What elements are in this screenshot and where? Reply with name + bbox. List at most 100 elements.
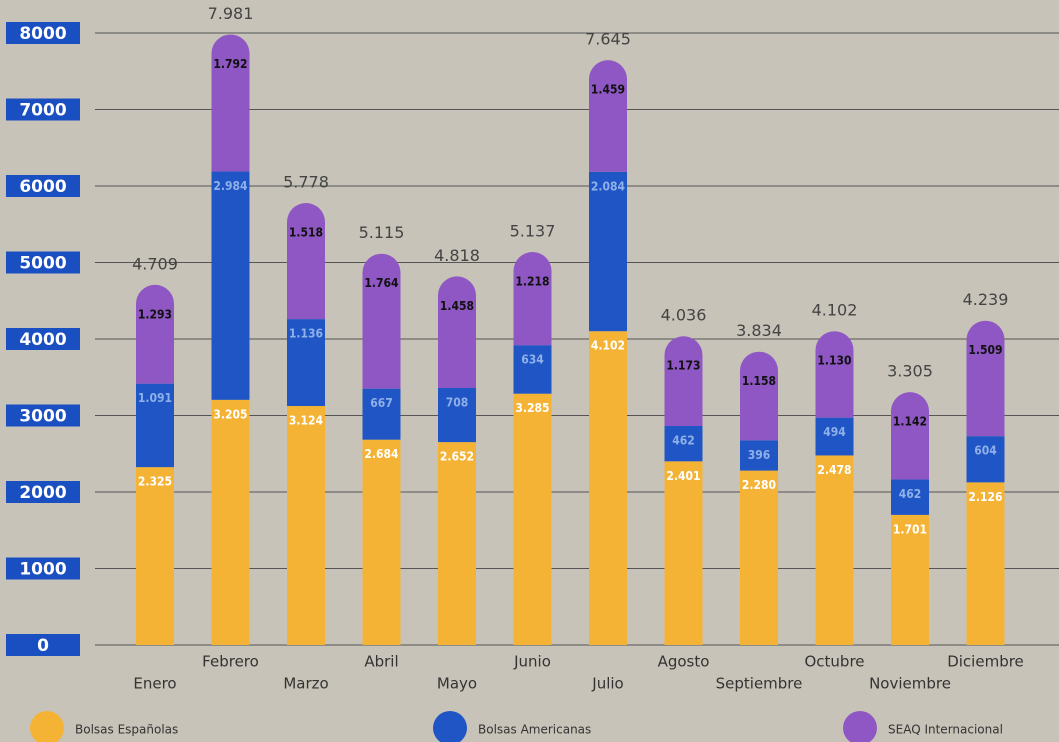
segment-label: 1.518 xyxy=(289,225,323,239)
segment-label: 1.764 xyxy=(364,276,399,290)
total-label: 5.115 xyxy=(359,223,405,242)
bar-segment xyxy=(589,331,627,645)
tick-box xyxy=(6,634,80,656)
y-tick-label: 7000 xyxy=(19,101,66,121)
tick-box xyxy=(6,175,80,197)
legend-label: Bolsas Americanas xyxy=(478,723,591,737)
segment-label: 462 xyxy=(899,487,922,501)
segment-label: 1.701 xyxy=(893,522,927,536)
total-label: 4.036 xyxy=(661,306,707,325)
bar-segment xyxy=(589,171,627,332)
bar-segment xyxy=(891,514,929,645)
bar-segment xyxy=(891,392,929,480)
bar-segment xyxy=(438,276,476,388)
segment-label: 2.684 xyxy=(364,447,399,461)
segment-label: 2.401 xyxy=(666,469,700,483)
x-tick-label: Junio xyxy=(513,653,551,671)
bar-segment xyxy=(891,479,929,515)
tick-box xyxy=(6,557,80,580)
segment-label: 1.158 xyxy=(742,374,776,388)
x-tick-label: Octubre xyxy=(804,653,864,671)
segment-label: 667 xyxy=(370,396,393,410)
y-tick-label: 8000 xyxy=(19,24,66,44)
x-tick-label: Diciembre xyxy=(947,653,1024,671)
segment-label: 2.478 xyxy=(817,463,851,477)
segment-label: 1.218 xyxy=(515,275,549,289)
y-tick-label: 5000 xyxy=(19,254,66,274)
segment-label: 4.102 xyxy=(591,339,625,353)
bar-segment xyxy=(966,482,1005,645)
bar-segment xyxy=(513,252,552,346)
x-tick-label: Abril xyxy=(364,653,398,671)
segment-label: 1.142 xyxy=(893,415,927,429)
tick-box xyxy=(6,251,80,274)
bar-segment xyxy=(287,406,325,645)
bar-segment xyxy=(362,253,401,389)
bar-segment xyxy=(438,442,476,645)
bar-segment xyxy=(664,425,703,462)
bar-segment xyxy=(664,461,703,645)
y-tick-label: 1000 xyxy=(19,560,66,580)
segment-label: 1.458 xyxy=(440,299,474,313)
legend-label: Bolsas Españolas xyxy=(75,723,178,737)
segment-label: 2.280 xyxy=(742,478,776,492)
segment-label: 604 xyxy=(974,444,997,458)
segment-label: 3.205 xyxy=(213,407,247,421)
bar-segment xyxy=(740,351,778,441)
segment-label: 1.792 xyxy=(213,57,247,71)
segment-label: 1.130 xyxy=(817,354,851,368)
y-tick-label: 4000 xyxy=(19,330,66,350)
bar-segment xyxy=(287,319,325,407)
bar-segment xyxy=(362,388,401,440)
segment-label: 2.984 xyxy=(213,179,248,193)
total-label: 4.239 xyxy=(963,290,1009,309)
total-label: 3.305 xyxy=(887,362,933,381)
segment-label: 1.459 xyxy=(591,83,625,97)
bar-segment xyxy=(815,455,854,645)
x-tick-label: Marzo xyxy=(283,675,328,693)
bar-segment xyxy=(815,331,854,418)
bar-segment xyxy=(664,336,703,426)
segment-label: 1.509 xyxy=(968,343,1002,357)
tick-box xyxy=(6,22,80,44)
bar-segment xyxy=(740,470,778,645)
bar-segment xyxy=(136,467,174,645)
tick-box xyxy=(6,98,80,121)
x-tick-label: Septiembre xyxy=(716,675,803,693)
segment-label: 1.293 xyxy=(138,307,172,321)
bar-segment xyxy=(966,320,1005,437)
segment-label: 2.325 xyxy=(138,475,172,489)
x-tick-label: Mayo xyxy=(437,675,477,693)
segment-label: 3.124 xyxy=(289,414,324,428)
y-tick-label: 3000 xyxy=(19,407,66,427)
x-tick-label: Agosto xyxy=(658,653,710,671)
y-tick-label: 2000 xyxy=(19,483,66,503)
segment-label: 634 xyxy=(521,353,544,367)
segment-label: 2.084 xyxy=(591,179,626,193)
bar-segment xyxy=(589,60,627,172)
bar-segment xyxy=(211,399,250,645)
x-tick-label: Julio xyxy=(591,675,623,693)
bar-segment xyxy=(362,439,401,645)
bar-segment xyxy=(513,393,552,645)
total-label: 3.834 xyxy=(736,321,782,340)
legend-label: SEAQ Internacional xyxy=(888,723,1003,737)
total-label: 5.778 xyxy=(283,172,329,191)
bar-segment xyxy=(136,284,174,384)
legend-swatch xyxy=(843,711,877,742)
x-tick-label: Febrero xyxy=(202,653,259,671)
total-label: 4.818 xyxy=(434,246,480,265)
legend-swatch xyxy=(30,711,64,742)
segment-label: 494 xyxy=(823,425,846,439)
total-label: 5.137 xyxy=(510,222,556,241)
y-tick-label: 6000 xyxy=(19,177,66,197)
segment-label: 2.126 xyxy=(968,490,1002,504)
segment-label: 708 xyxy=(446,395,469,409)
bar-segment xyxy=(966,436,1005,483)
x-tick-label: Enero xyxy=(133,675,176,693)
bar-segment xyxy=(513,345,552,394)
segment-label: 1.173 xyxy=(666,359,700,373)
segment-label: 3.285 xyxy=(515,401,549,415)
tick-box xyxy=(6,481,80,503)
